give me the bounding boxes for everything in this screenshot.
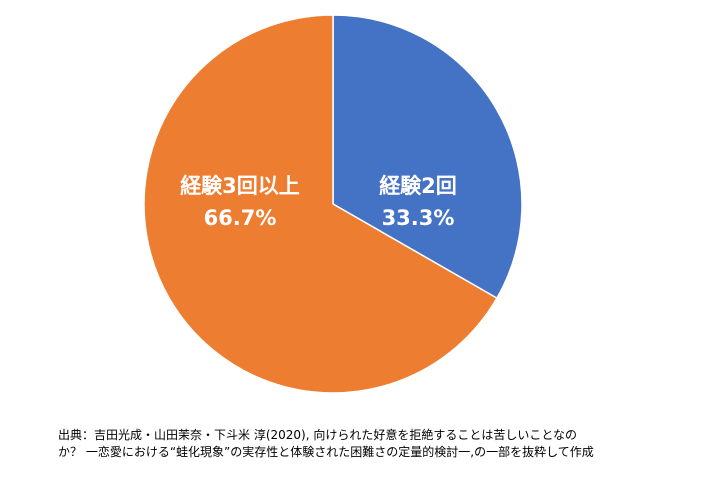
- slice-category-label-2: 経験3回以上: [180, 174, 300, 198]
- pie-slice-2: [143, 14, 498, 394]
- slice-value-label-1: 33.3%: [382, 206, 455, 230]
- source-line-2: か？ 一恋愛における“蛙化現象”の実存性と体験された困難さの定量的検討一,の一部…: [58, 445, 594, 459]
- source-line-1: 出典：吉田光成・山田茉奈・下斗米 淳(2020), 向けられた好意を拒絶すること…: [58, 428, 577, 442]
- slice-category-label-1: 経験2回: [379, 174, 457, 198]
- pie-chart: 経験2回 33.3% 経験3回以上 66.7%: [143, 14, 523, 394]
- pie-slice-1: [332, 14, 523, 300]
- slice-value-label-2: 66.7%: [204, 206, 277, 230]
- source-note: 出典：吉田光成・山田茉奈・下斗米 淳(2020), 向けられた好意を拒絶すること…: [58, 427, 708, 461]
